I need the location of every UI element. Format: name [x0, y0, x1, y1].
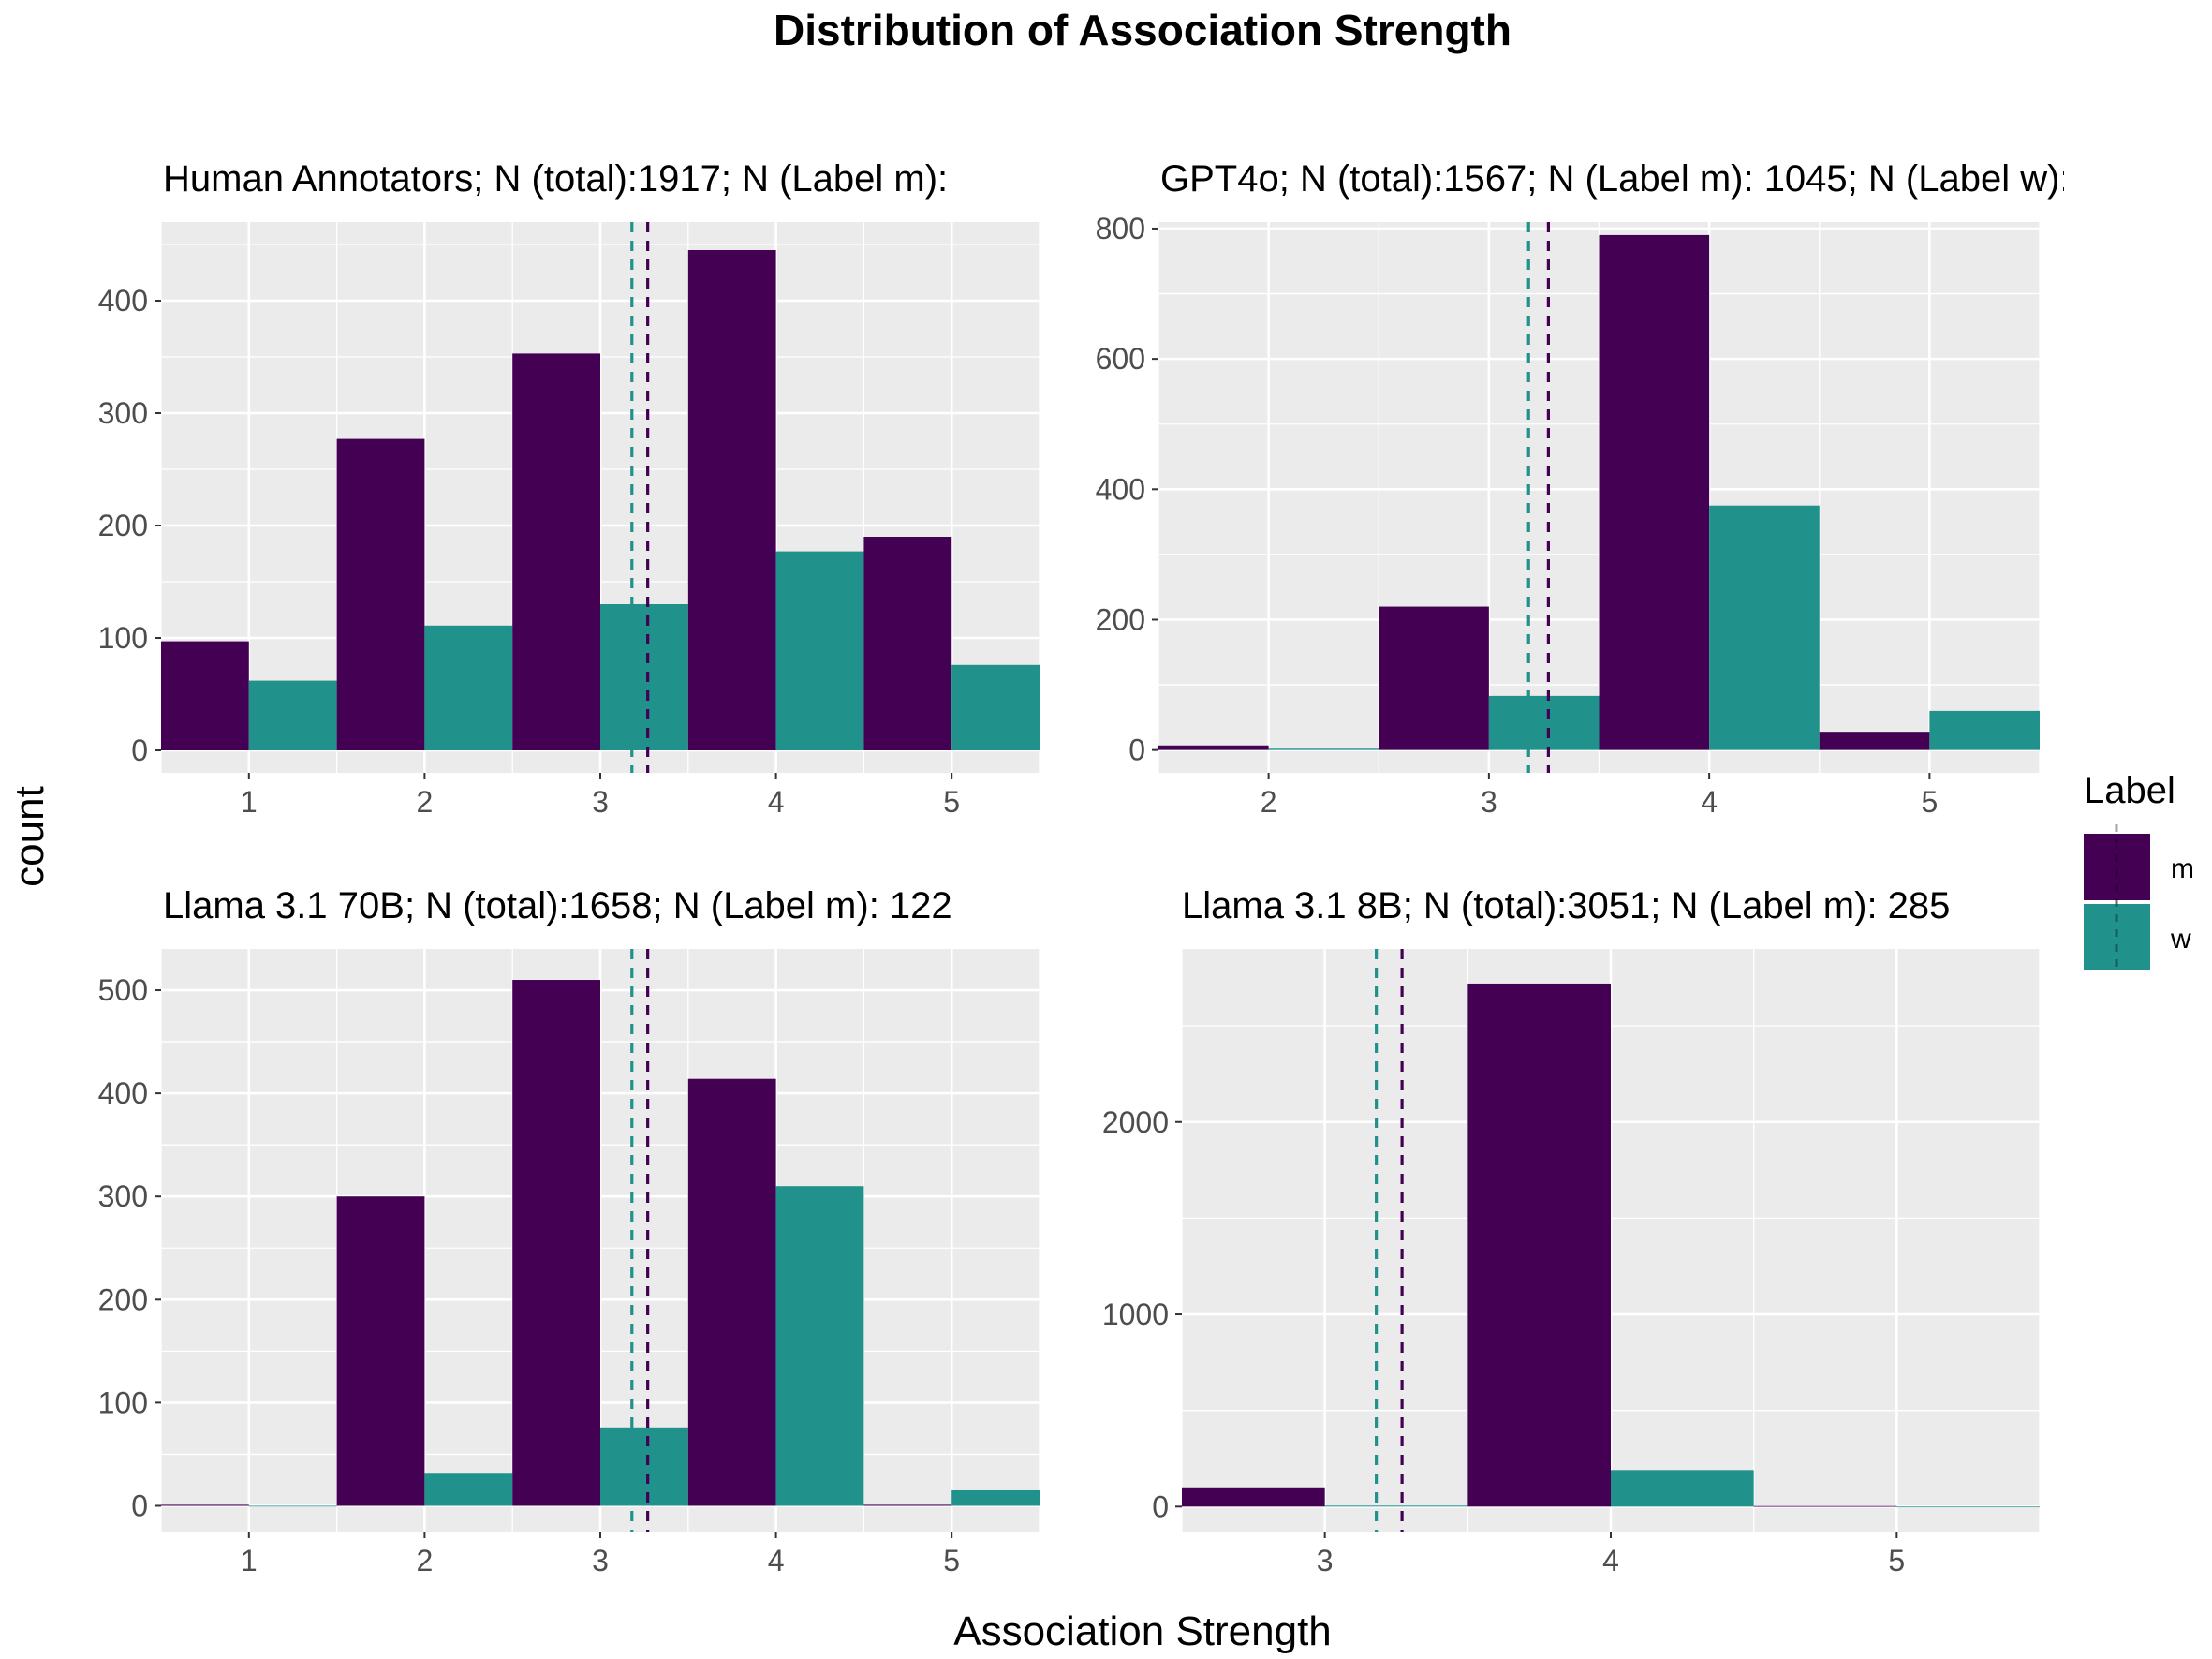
panel-3: Llama 3.1 70B; N (total):1658; N (Label …	[98, 885, 1040, 1578]
y-tick-label: 0	[1128, 733, 1145, 767]
bar-m-3	[512, 353, 600, 750]
x-tick-label: 5	[943, 1544, 960, 1578]
bar-m-5	[863, 1504, 952, 1506]
x-tick-label: 2	[417, 785, 434, 819]
bar-m-5	[1819, 732, 1930, 750]
panel-1: Human Annotators; N (total):1917; N (Lab…	[98, 158, 1040, 819]
bar-m-3	[512, 980, 600, 1506]
y-tick-label: 100	[98, 1385, 148, 1419]
y-tick-label: 0	[131, 733, 148, 767]
y-tick-label: 800	[1096, 212, 1145, 245]
bar-m-4	[1467, 983, 1611, 1507]
y-tick-label: 300	[98, 396, 148, 430]
x-tick-label: 1	[241, 1544, 258, 1578]
bar-m-1	[161, 641, 249, 750]
x-tick-label: 3	[1317, 1544, 1334, 1578]
bar-m-5	[863, 537, 952, 750]
bar-w-5	[1929, 710, 2040, 750]
chart-title: Distribution of Association Strength	[774, 6, 1512, 54]
panel-1-title: Human Annotators; N (total):1917; N (Lab…	[163, 158, 948, 200]
y-tick-label: 400	[98, 1076, 148, 1110]
bar-w-5	[1896, 1506, 2040, 1508]
y-tick-label: 200	[98, 1282, 148, 1316]
y-tick-label: 1000	[1102, 1297, 1169, 1331]
bar-m-3	[1379, 606, 1489, 750]
bar-w-2	[424, 625, 513, 750]
legend-label-m: m	[2171, 853, 2194, 884]
legend-label-w: w	[2170, 924, 2191, 955]
legend-key-m	[2084, 834, 2150, 900]
panel-4-title: Llama 3.1 8B; N (total):3051; N (Label m…	[1182, 885, 1950, 926]
panel-3-title: Llama 3.1 70B; N (total):1658; N (Label …	[163, 885, 952, 926]
x-tick-label: 4	[1701, 785, 1718, 819]
y-tick-label: 2000	[1102, 1105, 1169, 1139]
y-tick-label: 0	[1152, 1489, 1169, 1523]
bar-w-3	[1324, 1505, 1468, 1507]
bar-m-3	[1182, 1487, 1325, 1507]
x-tick-label: 4	[1602, 1544, 1619, 1578]
x-tick-label: 3	[592, 785, 609, 819]
y-tick-label: 400	[1096, 472, 1145, 506]
panel-2: GPT4o; N (total):1567; N (Label m): 1045…	[1096, 158, 2071, 819]
x-tick-label: 5	[943, 785, 960, 819]
y-tick-label: 200	[98, 509, 148, 542]
bar-m-4	[687, 250, 776, 750]
bar-w-3	[600, 1427, 688, 1506]
bar-m-2	[336, 1196, 425, 1506]
y-tick-label: 100	[98, 621, 148, 655]
x-tick-label: 4	[768, 1544, 785, 1578]
x-tick-label: 3	[1481, 785, 1497, 819]
bar-m-1	[161, 1504, 249, 1506]
legend-entry-w[interactable]: w	[2084, 899, 2191, 974]
bar-m-4	[687, 1078, 776, 1506]
legend: Label m w	[2084, 770, 2194, 974]
y-tick-label: 500	[98, 973, 148, 1007]
x-tick-label: 2	[1261, 785, 1277, 819]
panels: Human Annotators; N (total):1917; N (Lab…	[98, 158, 2071, 1578]
panel-4: Llama 3.1 8B; N (total):3051; N (Label m…	[1102, 885, 2041, 1578]
x-axis-title: Association Strength	[953, 1608, 1332, 1654]
bar-w-4	[775, 551, 864, 750]
bar-m-2	[1158, 745, 1269, 750]
bar-w-4	[775, 1186, 864, 1506]
x-tick-label: 4	[768, 785, 785, 819]
bar-m-5	[1753, 1505, 1897, 1507]
x-tick-label: 1	[241, 785, 258, 819]
y-tick-label: 0	[131, 1489, 148, 1522]
bar-w-5	[951, 664, 1040, 750]
bar-m-4	[1599, 234, 1710, 750]
bar-w-1	[248, 680, 337, 750]
legend-key-w	[2084, 904, 2150, 970]
panel-2-title: GPT4o; N (total):1567; N (Label m): 1045…	[1160, 158, 2071, 200]
x-tick-label: 3	[592, 1544, 609, 1578]
x-tick-label: 5	[1888, 1544, 1905, 1578]
bar-w-4	[1611, 1470, 1754, 1507]
bar-w-4	[1709, 505, 1820, 750]
bar-m-2	[336, 438, 425, 750]
x-tick-label: 2	[417, 1544, 434, 1578]
bar-w-5	[951, 1489, 1040, 1506]
y-tick-label: 400	[98, 284, 148, 318]
bar-w-1	[248, 1505, 337, 1507]
legend-title: Label	[2084, 770, 2175, 811]
y-tick-label: 200	[1096, 602, 1145, 636]
y-tick-label: 300	[98, 1179, 148, 1213]
legend-entry-m[interactable]: m	[2084, 824, 2194, 909]
x-tick-label: 5	[1921, 785, 1938, 819]
bar-w-3	[600, 604, 688, 750]
y-tick-label: 600	[1096, 342, 1145, 376]
y-axis-title: count	[7, 786, 52, 887]
bar-w-2	[1268, 748, 1379, 750]
bar-w-2	[424, 1473, 513, 1506]
bar-w-3	[1488, 695, 1600, 750]
